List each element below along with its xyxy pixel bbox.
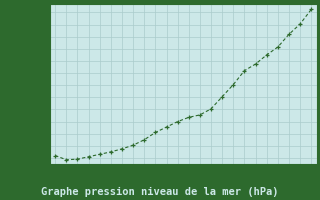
- Text: Graphe pression niveau de la mer (hPa): Graphe pression niveau de la mer (hPa): [41, 187, 279, 197]
